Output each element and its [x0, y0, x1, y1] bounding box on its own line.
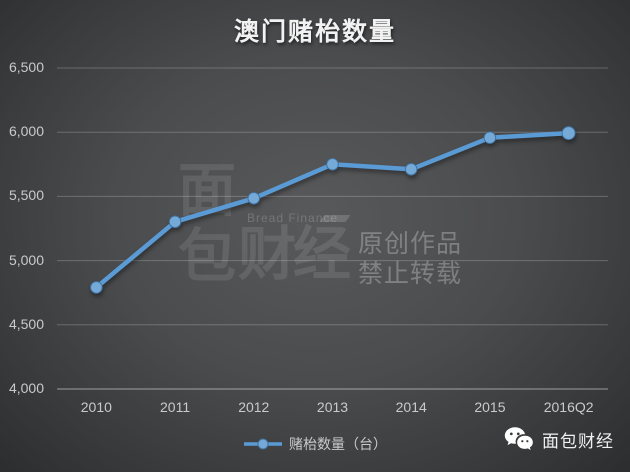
- data-point-marker: [404, 163, 418, 176]
- data-point-marker: [90, 281, 103, 294]
- watermark-logo-char-bao: 包: [178, 224, 237, 289]
- watermark-logo-caijing: 财经: [238, 222, 351, 287]
- y-tick-label: 5,000: [8, 251, 44, 268]
- wechat-icon: [504, 427, 533, 450]
- data-point-marker: [168, 215, 182, 229]
- series-table-count: [90, 126, 576, 294]
- x-tick-label: 2015: [474, 399, 506, 415]
- brand-name: 面包财经: [542, 431, 614, 451]
- legend-label: 赌枱数量（台）: [289, 436, 387, 452]
- series-line: [94, 130, 571, 290]
- x-tick-label: 2012: [238, 399, 270, 415]
- watermark-bread-finance: Bread Finance: [247, 211, 339, 225]
- chart-legend: 赌枱数量（台）: [0, 434, 630, 454]
- y-tick-label: 6,500: [8, 59, 44, 75]
- watermark-notice: 原创作品 禁止转载: [358, 229, 462, 289]
- legend-line-marker-icon: [244, 438, 282, 450]
- y-tick-label: 4,500: [8, 315, 44, 332]
- chart-title: 澳门赌枱数量: [233, 18, 396, 46]
- y-tick-label: 5,500: [8, 187, 44, 204]
- data-point-marker: [247, 192, 261, 205]
- x-tick-label: 2016Q2: [543, 399, 594, 415]
- data-point-marker: [483, 131, 497, 144]
- watermark-logo: 面 包: [178, 158, 236, 290]
- x-tick-label: 2011: [160, 399, 191, 415]
- watermark-notice-line1: 原创作品: [358, 230, 463, 258]
- data-point-marker: [326, 158, 339, 171]
- brand-footer: 面包财经: [504, 426, 614, 452]
- y-tick-label: 4,000: [8, 380, 44, 396]
- x-tick-label: 2010: [80, 399, 112, 415]
- watermark-notice-line2: 禁止转载: [358, 260, 463, 288]
- x-tick-label: 2013: [316, 399, 349, 415]
- data-point-marker: [561, 126, 576, 141]
- x-tick-label: 2014: [395, 399, 427, 415]
- y-tick-label: 6,000: [8, 123, 44, 140]
